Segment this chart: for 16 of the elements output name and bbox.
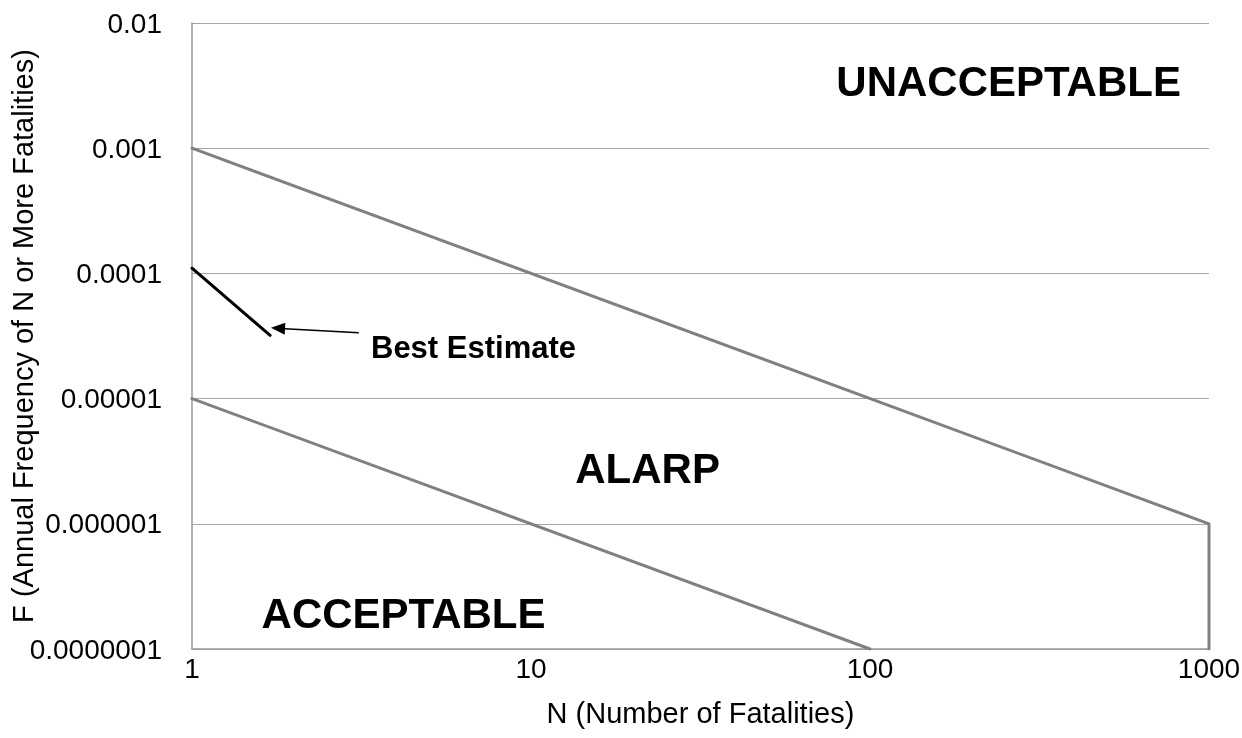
y-tick-label: 0.0001	[76, 257, 162, 289]
y-tick-label: 0.001	[91, 132, 162, 164]
x-tick-label: 1	[184, 652, 200, 684]
y-axis-title: F (Annual Frequency of N or More Fatalities)	[6, 49, 39, 623]
x-tick-label: 1000	[1177, 652, 1241, 684]
y-tick-label: 0.00001	[60, 383, 162, 415]
annotation: Best Estimate	[370, 329, 577, 365]
x-tick-label: 10	[515, 652, 547, 684]
y-tick-label: 0.01	[107, 7, 162, 39]
x-axis-title: N (Number of Fatalities)	[546, 696, 855, 729]
x-tick-label: 100	[846, 652, 894, 684]
annotation: ACCEPTABLE	[261, 589, 546, 637]
annotation: ALARP	[575, 444, 720, 492]
y-tick-label: 0.000001	[45, 508, 162, 540]
y-tick-label: 0.0000001	[29, 633, 162, 665]
annotation: UNACCEPTABLE	[836, 58, 1181, 106]
